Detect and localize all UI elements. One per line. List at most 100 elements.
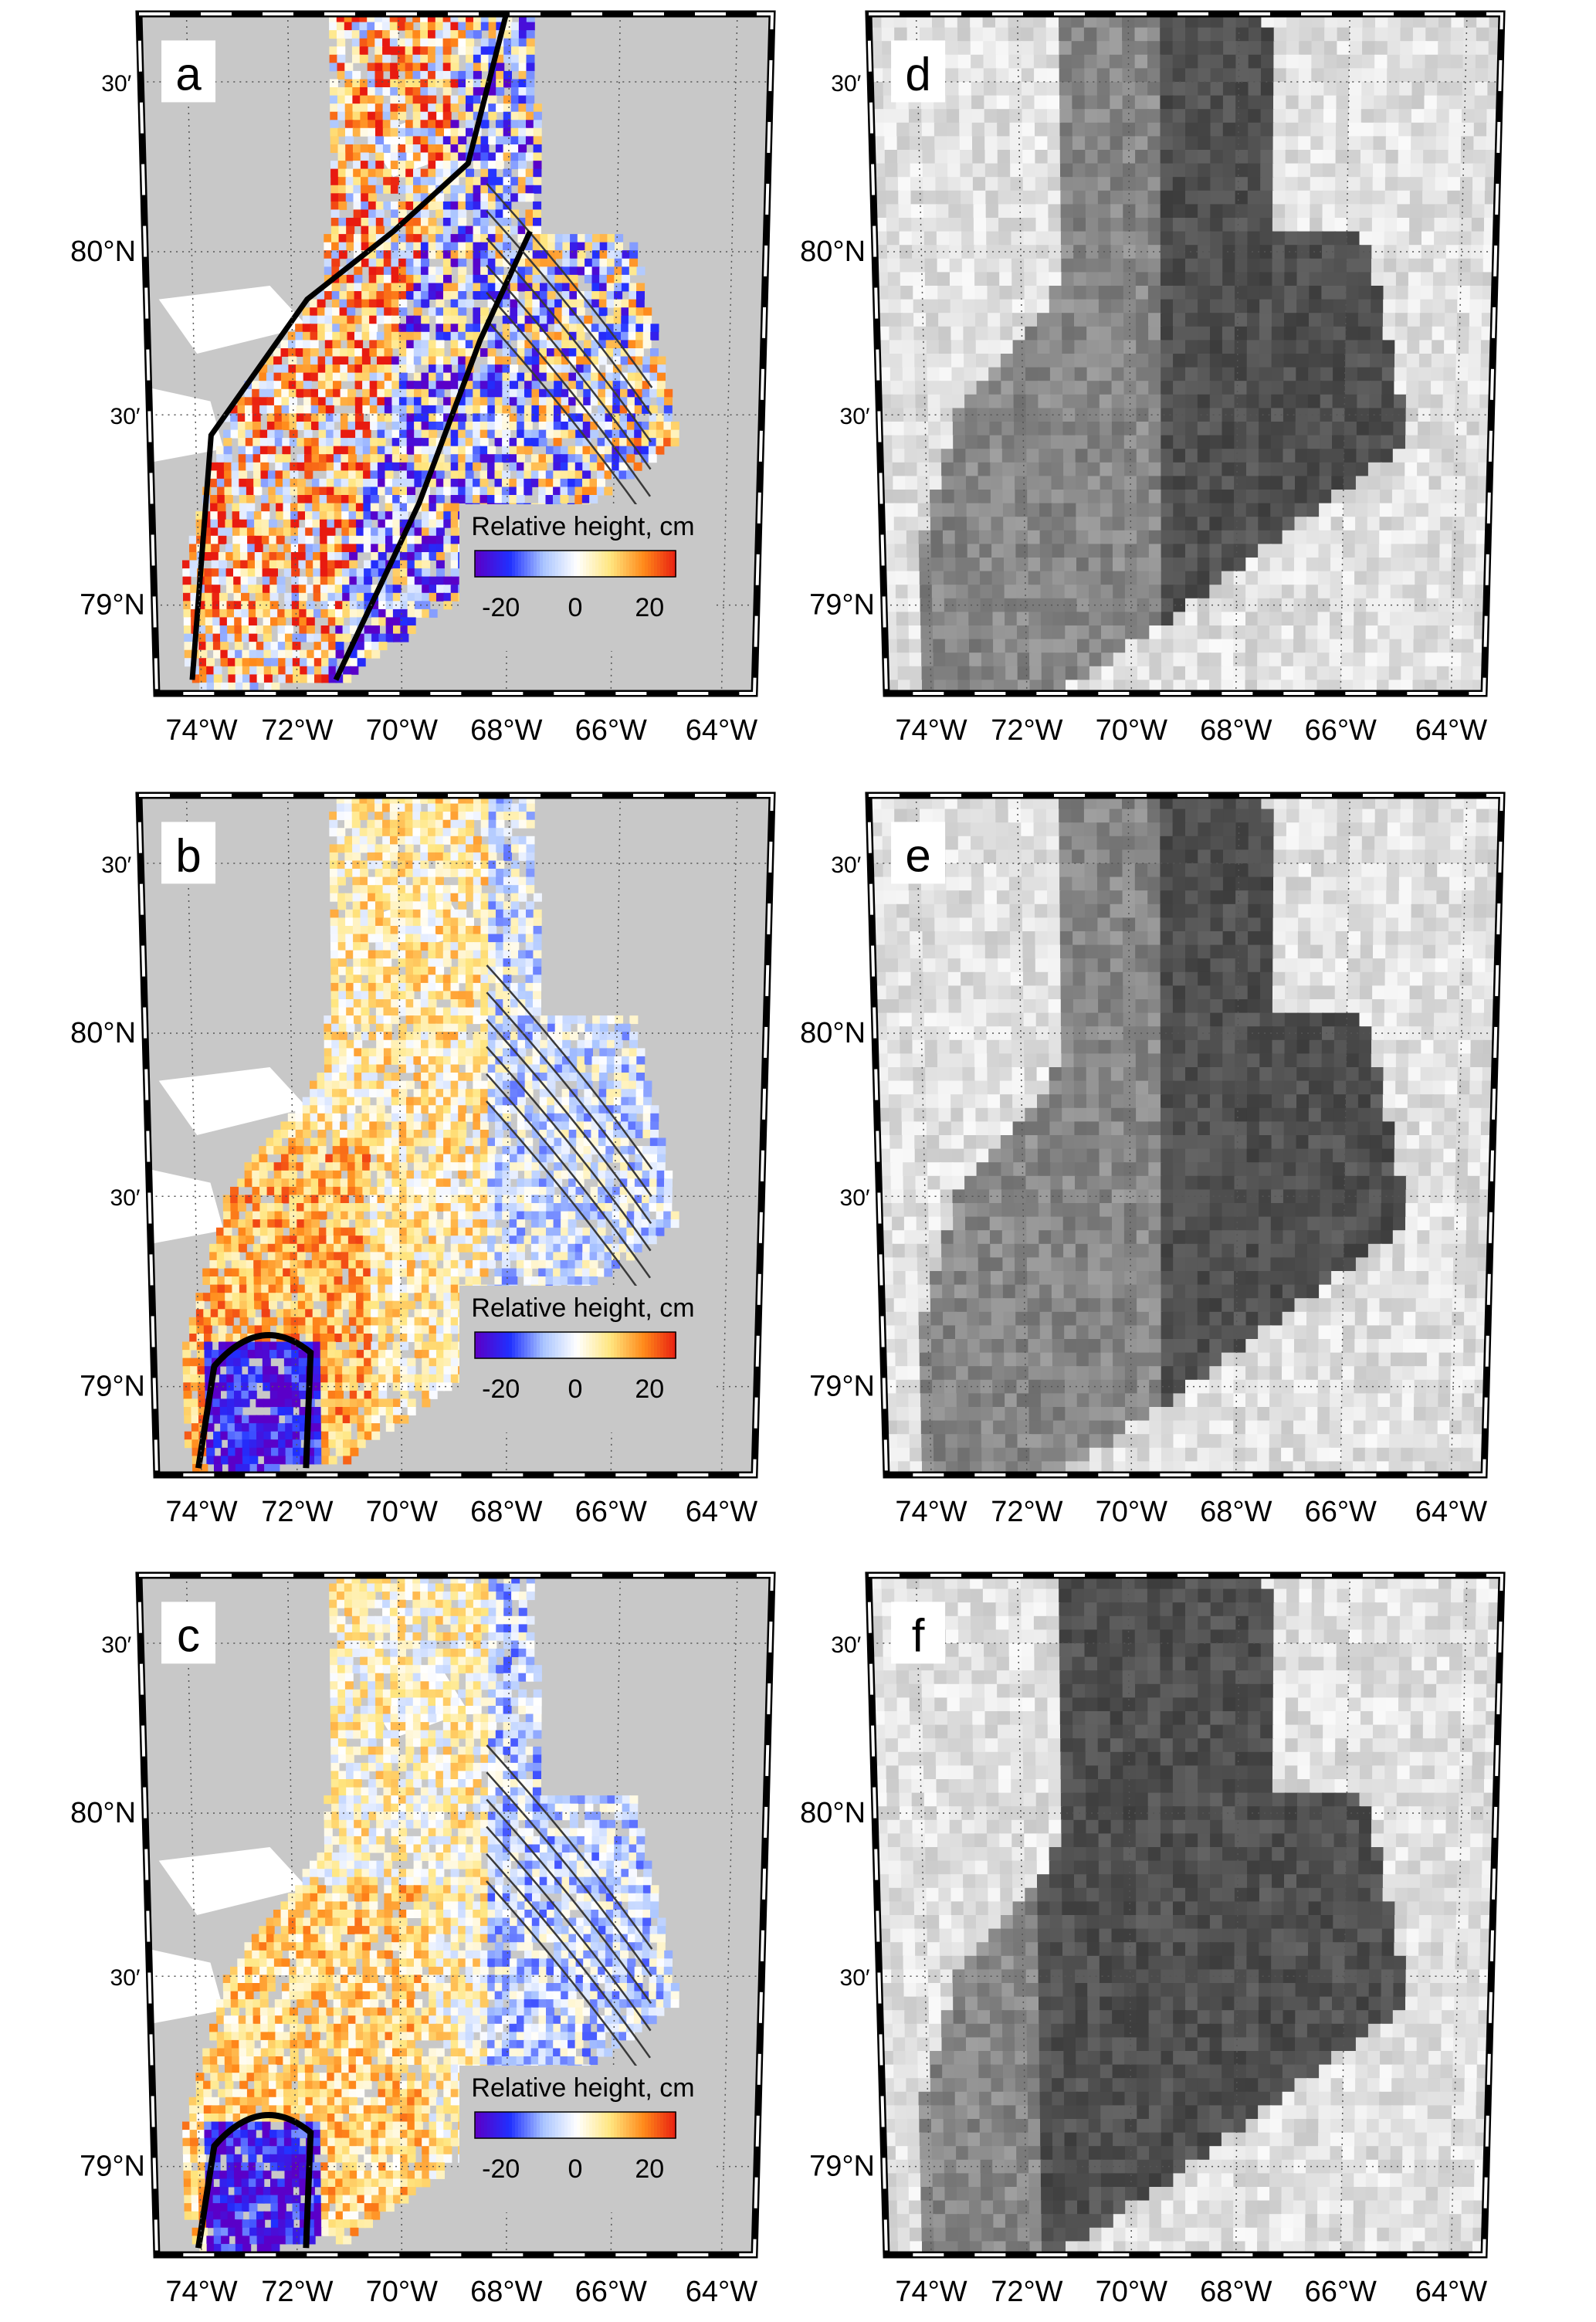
lon-tick-label: 66°W: [575, 714, 647, 747]
lon-tick-label: 70°W: [366, 714, 438, 747]
panel-d: d 30′ 80°N 30′ 79°N 74°W 72°W 70°W 68°W 66°W 64°W: [800, 10, 1506, 747]
colorbar-background: [459, 2066, 714, 2212]
panel-letter: b: [175, 829, 201, 881]
lat-tick-label: 30′: [101, 853, 131, 878]
map-frame-ticks: [137, 12, 774, 695]
height-data: [182, 795, 679, 1473]
lat-tick-label: 79°N: [809, 1371, 875, 1403]
lat-tick-label: 80°N: [70, 1797, 136, 1829]
lon-tick-label: 74°W: [895, 2276, 967, 2308]
coastal-water: [148, 1169, 224, 1244]
graticule: [141, 1575, 771, 2256]
lon-tick-label: 72°W: [991, 714, 1062, 747]
lat-tick-label: 79°N: [80, 589, 145, 622]
colorbar: Relative height, cm -20 0 20: [459, 1286, 714, 1432]
lat-tick-label: 79°N: [809, 589, 875, 622]
panel-e: e 30′ 80°N 30′ 79°N 74°W 72°W 70°W 68°W 66°W 64°W: [800, 792, 1506, 1528]
colorbar-background: [459, 504, 714, 651]
height-data: [182, 14, 679, 691]
lat-tick-label: 30′: [840, 404, 870, 429]
lon-tick-label: 74°W: [165, 1496, 237, 1528]
map-frame-ticks: [137, 1574, 774, 2256]
lat-tick-label: 30′: [840, 1965, 870, 1991]
colorbar-tick-label: 0: [568, 593, 583, 622]
panel-letter: f: [912, 1609, 925, 1661]
lon-tick-label: 66°W: [1305, 1496, 1377, 1528]
lat-tick-label: 30′: [840, 1185, 870, 1211]
thick-contour: [195, 1332, 314, 1469]
lat-tick-label: 30′: [831, 71, 861, 97]
satellite-ice: [869, 795, 1502, 1475]
coastal-water: [158, 1067, 308, 1135]
coastal-water: [148, 1949, 224, 2024]
map-frame-ticks: [866, 794, 1504, 1476]
height-data: [182, 1575, 679, 2253]
lon-tick-label: 64°W: [1415, 1496, 1487, 1528]
panel-letter: d: [905, 48, 930, 100]
coastal-water: [148, 388, 224, 463]
panel-b: b 30′ 80°N 30′ 79°N 74°W 72°W 70°W 68°W 66°W 64°W R…: [70, 792, 776, 1528]
panel-a: a 30′ 80°N 30′ 79°N 74°W 72°W 70°W 68°W 66°W 64°W R…: [70, 10, 776, 747]
lat-tick-label: 79°N: [809, 2151, 875, 2183]
lon-tick-label: 72°W: [261, 1496, 333, 1528]
lat-tick-label: 30′: [110, 404, 141, 429]
bathymetry-contours: [486, 964, 653, 1306]
lon-tick-label: 68°W: [1200, 1496, 1272, 1528]
panel-letter-box: [891, 822, 946, 884]
panel-letter-box: [161, 1602, 216, 1664]
lon-tick-label: 74°W: [895, 714, 967, 747]
colorbar-tick-label: 0: [568, 1375, 583, 1404]
lat-tick-label: 30′: [101, 71, 131, 97]
lon-tick-label: 68°W: [470, 714, 542, 747]
colorbar-tick-label: -20: [482, 2154, 520, 2184]
colorbar-tick-label: 20: [635, 2154, 664, 2184]
lon-tick-label: 66°W: [575, 1496, 647, 1528]
colorbar-ramp: [474, 1331, 676, 1359]
lon-tick-label: 70°W: [366, 1496, 438, 1528]
lon-tick-label: 68°W: [1200, 2276, 1272, 2308]
lon-tick-label: 74°W: [165, 714, 237, 747]
coastal-water: [158, 1847, 308, 1915]
lat-tick-label: 30′: [101, 1632, 131, 1658]
lat-tick-label: 79°N: [80, 1371, 145, 1403]
colorbar: Relative height, cm -20 0 20: [459, 2066, 714, 2212]
panel-letter: a: [175, 48, 202, 100]
thick-contour: [333, 230, 533, 681]
map-frame-ticks: [137, 794, 774, 1476]
panel-letter-box: [161, 822, 216, 884]
graticule: [870, 1575, 1500, 2256]
lon-tick-label: 64°W: [686, 2276, 757, 2308]
colorbar-title: Relative height, cm: [471, 1293, 694, 1323]
panel-f: f 30′ 80°N 30′ 79°N 74°W 72°W 70°W 68°W 66°W 64°W: [800, 1571, 1506, 2308]
lat-tick-label: 80°N: [800, 1017, 866, 1049]
lat-tick-label: 30′: [831, 853, 861, 878]
colorbar-title: Relative height, cm: [471, 2073, 694, 2103]
satellite-ice: [869, 14, 1502, 693]
colorbar-tick-label: 0: [568, 2154, 583, 2184]
thick-contour: [189, 14, 509, 680]
colorbar-tick-label: -20: [482, 593, 520, 622]
lat-tick-label: 30′: [831, 1632, 861, 1658]
lon-tick-label: 64°W: [1415, 714, 1487, 747]
lat-tick-label: 30′: [110, 1965, 141, 1991]
lon-tick-label: 72°W: [991, 1496, 1062, 1528]
graticule: [141, 795, 771, 1476]
panel-letter-box: [891, 1602, 946, 1664]
lon-tick-label: 68°W: [470, 2276, 542, 2308]
colorbar-background: [459, 1286, 714, 1432]
panel-letter: e: [905, 829, 930, 881]
lat-tick-label: 80°N: [70, 236, 136, 268]
thick-contour: [195, 2112, 314, 2249]
lon-tick-label: 74°W: [165, 2276, 237, 2308]
panel-letter: c: [177, 1609, 200, 1661]
lat-tick-label: 80°N: [70, 1017, 136, 1049]
colorbar-tick-label: 20: [635, 1375, 664, 1404]
lon-tick-label: 68°W: [1200, 714, 1272, 747]
map-frame-ticks: [866, 1574, 1504, 2256]
colorbar-ramp: [474, 550, 676, 578]
lon-tick-label: 70°W: [1096, 714, 1167, 747]
coastal-water: [158, 286, 308, 354]
graticule: [141, 13, 771, 694]
satellite-ice: [869, 1575, 1502, 2255]
colorbar-ramp: [474, 2111, 676, 2139]
